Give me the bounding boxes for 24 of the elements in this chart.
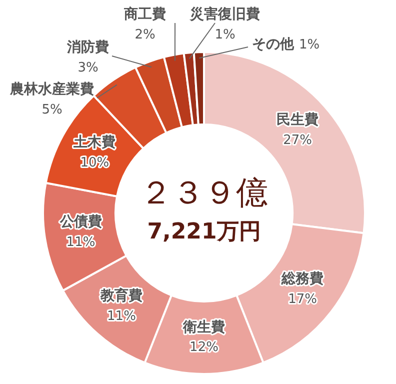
text: ２３９億 [140, 173, 268, 212]
slice-label: 総務費 [280, 271, 324, 288]
data-label: 5% [42, 102, 62, 118]
data-label: 12% [190, 340, 218, 356]
data-label: 27% [283, 132, 312, 148]
text: 7,221万円 [147, 220, 261, 245]
slice-label: その他 [252, 36, 295, 53]
data-label: 11% [107, 308, 136, 324]
slice-label: 教育費 [99, 287, 142, 304]
slice-label: 公債費 [58, 214, 102, 230]
data-label: 1% [299, 37, 320, 52]
data-label: 10% [80, 155, 110, 170]
slice-label: 災害復旧費 [189, 6, 260, 23]
data-label: 3% [78, 60, 98, 76]
slice-label: 商工費 [123, 6, 166, 23]
data-label: 17% [288, 292, 318, 307]
slice-label: 農林水産業費 [9, 80, 94, 98]
slice-label: 民生費 [276, 112, 319, 128]
slice-label: 衛生費 [182, 319, 225, 336]
data-label: 11% [66, 234, 96, 250]
slice-label: 土木費 [72, 134, 116, 151]
slice-label: 消防費 [66, 38, 109, 56]
data-label: 1% [214, 27, 236, 42]
data-label: 2% [134, 27, 156, 42]
